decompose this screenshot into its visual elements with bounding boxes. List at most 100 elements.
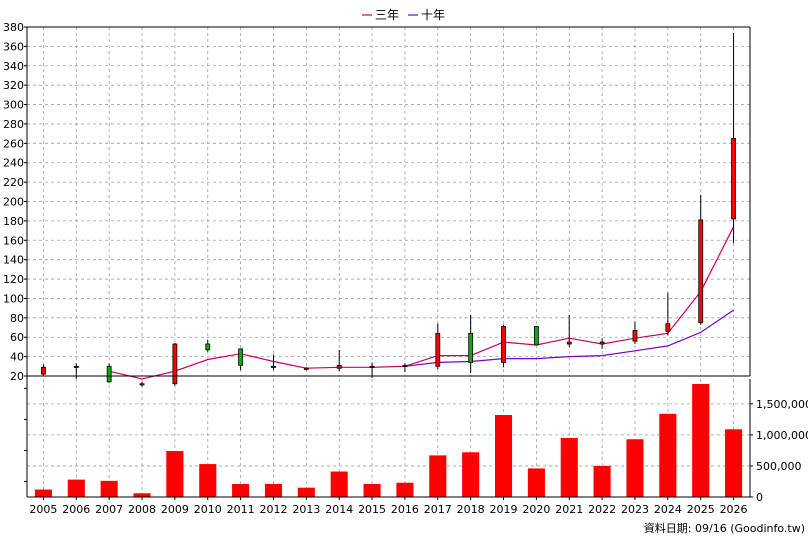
x-tick-label: 2019 — [490, 503, 518, 516]
candle-body — [501, 326, 506, 363]
price-y-tick-label: 280 — [3, 118, 24, 131]
candle-body — [369, 365, 375, 368]
x-tick-label: 2022 — [588, 503, 616, 516]
volume-bar — [100, 480, 118, 497]
x-tick-label: 2010 — [194, 503, 222, 516]
x-tick-label: 2011 — [227, 503, 255, 516]
tick-labels: 20 40 60 80 100 120 140 160 180 200 220 240 260 280 30… — [3, 21, 808, 516]
candle-body — [172, 343, 178, 385]
volume-bar — [166, 451, 184, 497]
candlesticks — [41, 32, 736, 387]
x-tick-label: 2013 — [292, 503, 320, 516]
x-tick-label: 2009 — [161, 503, 189, 516]
x-tick-label: 2015 — [358, 503, 386, 516]
volume-y-tick-label: 1,500,000 — [756, 398, 808, 411]
volume-bar — [67, 479, 85, 497]
price-y-tick-label: 60 — [10, 331, 24, 344]
price-y-tick-label: 160 — [3, 234, 24, 247]
candle-body — [303, 367, 309, 370]
x-tick-label: 2008 — [128, 503, 156, 516]
candle-body — [435, 332, 441, 367]
candle-body — [468, 332, 474, 363]
volume-bar — [330, 471, 348, 497]
volume-bar — [34, 489, 52, 497]
candle-body — [271, 365, 276, 368]
volume-bar — [396, 482, 414, 497]
volume-bar — [199, 464, 217, 497]
x-tick-label: 2021 — [555, 503, 583, 516]
volume-bar — [560, 438, 578, 497]
x-tick-label: 2007 — [95, 503, 123, 516]
candle-body — [139, 383, 145, 386]
data-source-footer: 資料日期: 09/16 (Goodinfo.tw) — [644, 521, 805, 535]
candle-body — [205, 343, 211, 351]
axes — [24, 26, 753, 500]
price-y-tick-label: 200 — [3, 196, 24, 209]
volume-bar — [363, 483, 381, 497]
x-tick-label: 2026 — [720, 503, 748, 516]
x-tick-label: 2016 — [391, 503, 419, 516]
x-tick-label: 2017 — [424, 503, 452, 516]
price-y-tick-label: 100 — [3, 292, 24, 305]
price-y-tick-label: 240 — [3, 157, 24, 170]
candle-body — [73, 365, 79, 368]
volume-bar — [232, 483, 250, 497]
x-tick-label: 2025 — [687, 503, 715, 516]
volume-bar — [264, 483, 283, 497]
volume-bar — [659, 413, 677, 497]
volume-bar — [527, 468, 545, 497]
candle-body — [402, 364, 408, 367]
candle-body — [599, 341, 605, 345]
candle-body — [41, 366, 46, 375]
candle-body — [632, 330, 638, 342]
x-tick-label: 2018 — [457, 503, 485, 516]
candle-body — [533, 326, 539, 346]
candle-body — [698, 219, 704, 324]
volume-bar — [626, 439, 644, 497]
volume-bar — [692, 383, 710, 497]
volume-bar — [494, 415, 513, 497]
volume-y-tick-label: 500,000 — [756, 460, 802, 473]
candle-body — [106, 365, 112, 383]
price-y-tick-label: 320 — [3, 79, 24, 92]
volume-bar — [429, 455, 447, 497]
price-y-tick-label: 80 — [10, 312, 24, 325]
price-y-tick-label: 220 — [3, 176, 24, 189]
x-tick-label: 2012 — [259, 503, 287, 516]
volume-bar — [133, 493, 151, 497]
x-tick-label: 2006 — [62, 503, 90, 516]
candle-body — [665, 323, 671, 332]
volume-bar — [725, 429, 743, 497]
legend: 三年 十年 — [362, 8, 445, 22]
price-y-tick-label: 140 — [3, 254, 24, 267]
x-tick-label: 2024 — [654, 503, 682, 516]
volume-bar — [462, 452, 480, 497]
price-y-tick-label: 120 — [3, 273, 24, 286]
candle-body — [336, 364, 342, 369]
volume-y-tick-label: 0 — [756, 491, 763, 504]
volume-bar — [297, 487, 315, 497]
price-y-tick-label: 20 — [10, 370, 24, 383]
ma10-line — [404, 309, 734, 367]
legend-ma3-label: 三年 — [375, 8, 399, 22]
ma3-line — [109, 226, 735, 380]
price-y-tick-label: 300 — [3, 99, 24, 112]
price-grid — [27, 26, 750, 377]
volume-bar — [593, 465, 611, 497]
price-y-tick-label: 360 — [3, 40, 24, 53]
candle-body — [238, 348, 244, 366]
moving-average-lines — [109, 226, 735, 380]
legend-ma10-label: 十年 — [421, 8, 445, 22]
price-y-tick-label: 380 — [3, 21, 24, 34]
x-tick-label: 2014 — [325, 503, 353, 516]
volume-y-tick-label: 1,000,000 — [756, 429, 808, 442]
candle-body — [566, 341, 572, 345]
price-y-tick-label: 340 — [3, 60, 24, 73]
x-tick-label: 2005 — [29, 503, 57, 516]
x-tick-label: 2020 — [522, 503, 550, 516]
price-y-tick-label: 40 — [10, 351, 24, 364]
x-tick-label: 2023 — [621, 503, 649, 516]
price-y-tick-label: 260 — [3, 137, 24, 150]
